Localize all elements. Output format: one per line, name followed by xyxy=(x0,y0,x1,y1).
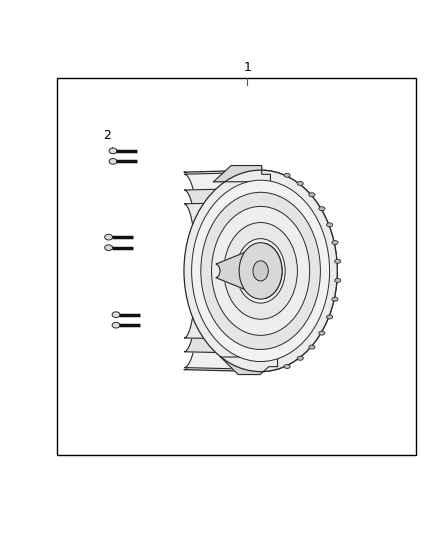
Ellipse shape xyxy=(319,207,325,211)
Polygon shape xyxy=(184,188,323,353)
Ellipse shape xyxy=(284,173,290,177)
Ellipse shape xyxy=(309,193,315,197)
Ellipse shape xyxy=(112,312,120,318)
Text: 1: 1 xyxy=(244,61,251,74)
Ellipse shape xyxy=(239,243,282,299)
Ellipse shape xyxy=(184,170,337,372)
Ellipse shape xyxy=(212,206,310,335)
Ellipse shape xyxy=(327,223,333,227)
Text: 2: 2 xyxy=(103,128,111,142)
Ellipse shape xyxy=(332,240,338,245)
Ellipse shape xyxy=(297,181,303,185)
Ellipse shape xyxy=(327,315,333,319)
Ellipse shape xyxy=(309,345,315,349)
Polygon shape xyxy=(216,244,282,298)
Ellipse shape xyxy=(335,278,341,282)
Ellipse shape xyxy=(284,365,290,368)
Ellipse shape xyxy=(112,322,120,328)
Ellipse shape xyxy=(319,331,325,335)
Polygon shape xyxy=(184,172,336,369)
Ellipse shape xyxy=(224,222,297,319)
Ellipse shape xyxy=(109,148,117,154)
Ellipse shape xyxy=(201,192,320,350)
Ellipse shape xyxy=(297,357,303,360)
Polygon shape xyxy=(184,203,313,340)
Polygon shape xyxy=(214,166,270,182)
Ellipse shape xyxy=(335,260,341,263)
Ellipse shape xyxy=(332,297,338,301)
Ellipse shape xyxy=(236,239,285,303)
Bar xyxy=(57,78,416,455)
Polygon shape xyxy=(184,170,337,372)
Ellipse shape xyxy=(105,235,113,240)
Ellipse shape xyxy=(109,158,117,164)
Ellipse shape xyxy=(253,261,268,281)
Ellipse shape xyxy=(192,180,330,361)
Ellipse shape xyxy=(105,245,113,251)
Polygon shape xyxy=(221,357,278,375)
